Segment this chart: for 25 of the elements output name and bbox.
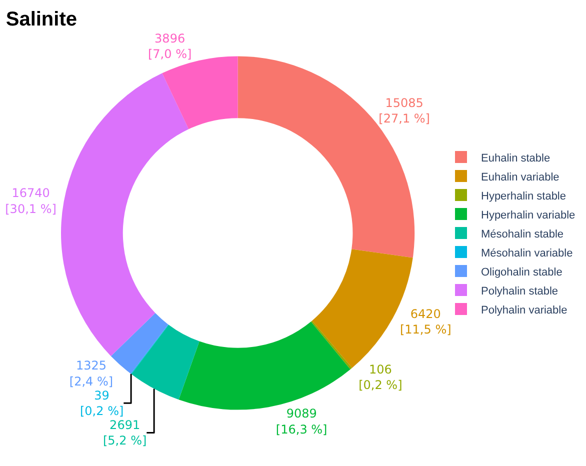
- donut-slice: [310, 320, 352, 370]
- data-label: 2691 [5,2 %]: [102, 418, 147, 448]
- data-label: 1325 [2,4 %]: [69, 358, 114, 388]
- data-label: 3896 [7,0 %]: [148, 32, 192, 62]
- donut-slice: [110, 313, 168, 374]
- legend-label: Mésohalin variable: [481, 247, 573, 260]
- donut-slice: [61, 73, 189, 356]
- legend-label: Mésohalin stable: [481, 228, 564, 240]
- chart-title: Salinite: [6, 8, 77, 31]
- data-label: 15085 [27,1 %]: [378, 96, 430, 126]
- donut-slice: [178, 322, 350, 410]
- data-label: 39 [0,2 %]: [80, 388, 124, 418]
- legend-label: Euhalin stable: [481, 152, 550, 164]
- legend-label: Oligohalin stable: [481, 266, 562, 278]
- data-label: 16740 [30,1 %]: [5, 186, 56, 216]
- legend-label: Polyhalin variable: [481, 304, 568, 316]
- donut-slice: [130, 324, 169, 374]
- data-label: 6420 [11,5 %]: [400, 307, 452, 337]
- legend-label: Polyhalin stable: [481, 285, 558, 298]
- legend-label: Hyperhalin variable: [481, 209, 576, 222]
- data-label: 106 [0,2 %]: [358, 362, 402, 392]
- donut-slice: [131, 324, 200, 400]
- data-label: 9089 [16,3 %]: [276, 406, 328, 436]
- legend-label: Euhalin variable: [481, 171, 560, 184]
- legend-label: Hyperhalin stable: [481, 190, 566, 202]
